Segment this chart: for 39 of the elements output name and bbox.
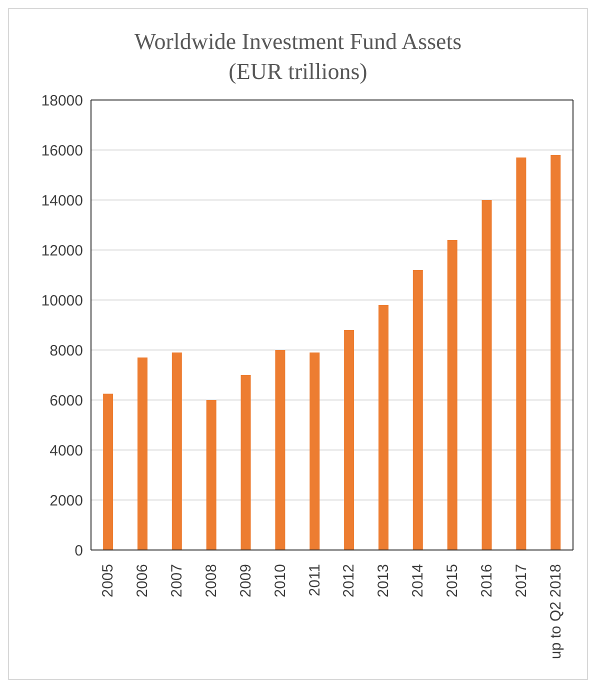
y-tick-label: 14000 (41, 192, 83, 210)
x-tick-label: 2008 (203, 564, 220, 598)
y-tick-label: 2000 (50, 492, 83, 510)
x-tick-label: 2011 (306, 564, 324, 596)
x-tick-label: 2013 (375, 564, 392, 598)
bar (240, 375, 251, 550)
bar (137, 358, 148, 550)
x-tick-label: 2007 (168, 564, 186, 598)
y-tick-label: 0 (74, 542, 83, 560)
x-tick-label: 2012 (340, 564, 358, 598)
y-tick-label: 4000 (50, 442, 83, 460)
bar (103, 394, 114, 550)
bar (275, 350, 286, 550)
chart-title: Worldwide Investment Fund Assets (EUR trillions) (133, 28, 463, 86)
x-tick-label: 2006 (134, 564, 152, 598)
x-tick-label: 2016 (478, 564, 496, 598)
y-tick-label: 16000 (41, 142, 83, 160)
y-tick-label: 6000 (50, 392, 83, 410)
x-tick-label: 2015 (444, 564, 461, 598)
bar (172, 352, 182, 550)
y-tick-label: 18000 (41, 92, 83, 110)
bar (206, 400, 216, 550)
bar (550, 155, 561, 550)
x-tick-label: 2010 (272, 564, 289, 598)
bar (447, 240, 458, 550)
x-tick-label: 2014 (410, 564, 427, 598)
y-tick-label: 12000 (41, 242, 83, 260)
bar (310, 352, 320, 550)
x-tick-label: 2005 (100, 564, 117, 598)
bar (378, 305, 388, 550)
x-tick-label: 2017 (512, 564, 530, 598)
y-tick-label: 8000 (50, 342, 83, 360)
bar (412, 270, 423, 550)
x-tick-label: 2009 (237, 564, 254, 598)
y-tick-label: 10000 (41, 292, 83, 310)
bar (482, 200, 492, 550)
x-tick-label: up to Q2 2018 (547, 564, 564, 660)
bar (344, 330, 354, 550)
bar (516, 158, 526, 550)
